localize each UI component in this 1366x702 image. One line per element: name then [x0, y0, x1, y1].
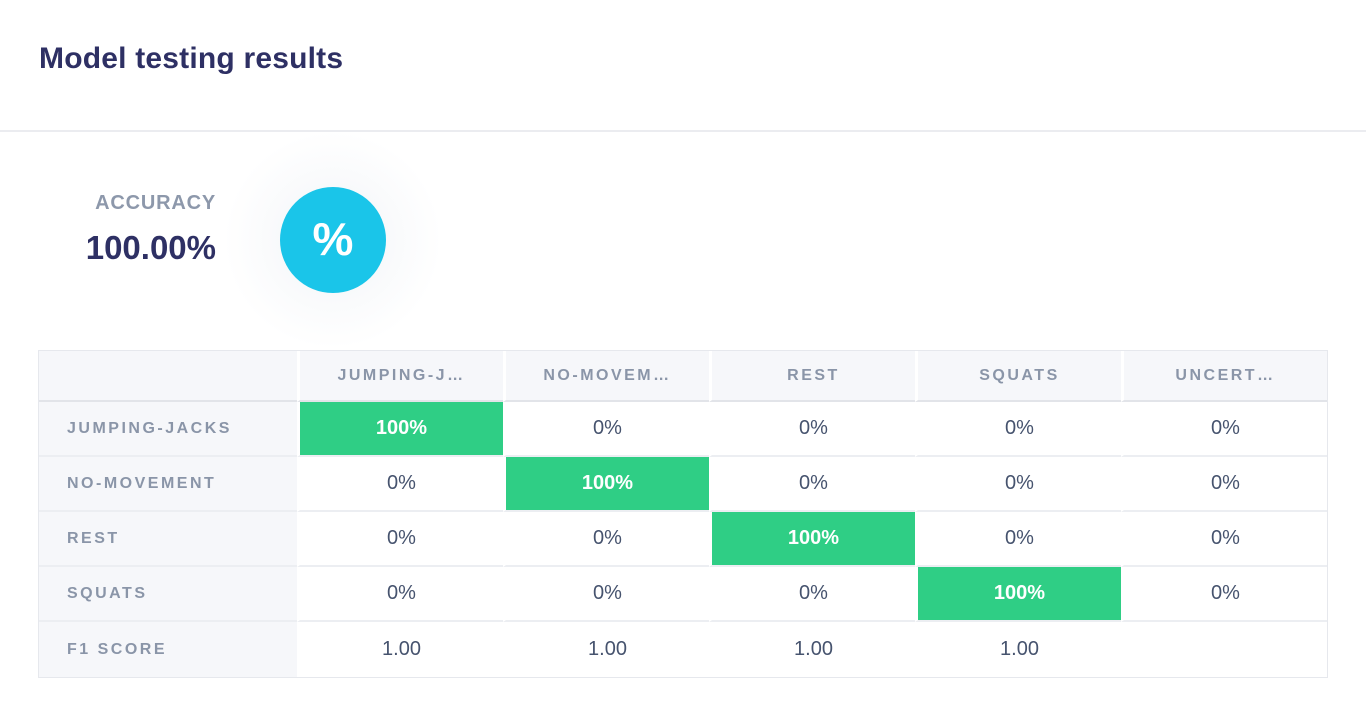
column-header-jumping-jacks: JUMPING-J… — [297, 351, 503, 402]
matrix-row-squats: SQUATS 0% 0% 0% 100% 0% — [39, 567, 1327, 622]
matrix-cell: 0% — [709, 567, 915, 622]
matrix-cell: 1.00 — [297, 622, 503, 677]
matrix-cell: 0% — [297, 457, 503, 512]
header-divider — [0, 130, 1366, 132]
accuracy-label: ACCURACY — [95, 192, 216, 214]
row-label: F1 SCORE — [39, 622, 297, 677]
matrix-corner-cell — [39, 351, 297, 402]
matrix-cell: 100% — [503, 457, 709, 512]
matrix-row-f1-score: F1 SCORE 1.00 1.00 1.00 1.00 — [39, 622, 1327, 677]
matrix-cell: 0% — [503, 567, 709, 622]
matrix-cell: 0% — [503, 512, 709, 567]
accuracy-metric: ACCURACY 100.00% — [38, 192, 216, 267]
matrix-cell: 0% — [915, 512, 1121, 567]
matrix-cell: 100% — [915, 567, 1121, 622]
matrix-header-row: JUMPING-J… NO-MOVEM… REST SQUATS UNCERT… — [39, 351, 1327, 402]
row-label: REST — [39, 512, 297, 567]
matrix-cell: 0% — [503, 402, 709, 457]
matrix-cell: 0% — [709, 457, 915, 512]
percent-icon: % — [280, 187, 386, 293]
matrix-cell: 1.00 — [915, 622, 1121, 677]
matrix-cell: 0% — [709, 402, 915, 457]
column-header-squats: SQUATS — [915, 351, 1121, 402]
column-header-rest: REST — [709, 351, 915, 402]
row-label: SQUATS — [39, 567, 297, 622]
matrix-cell: 0% — [915, 402, 1121, 457]
matrix-cell — [1121, 622, 1327, 677]
matrix-cell: 0% — [1121, 457, 1327, 512]
matrix-cell: 0% — [1121, 402, 1327, 457]
matrix-cell: 0% — [297, 567, 503, 622]
matrix-row-no-movement: NO-MOVEMENT 0% 100% 0% 0% 0% — [39, 457, 1327, 512]
matrix-cell: 100% — [297, 402, 503, 457]
matrix-cell: 100% — [709, 512, 915, 567]
column-header-no-movement: NO-MOVEM… — [503, 351, 709, 402]
matrix-row-rest: REST 0% 0% 100% 0% 0% — [39, 512, 1327, 567]
matrix-cell: 0% — [297, 512, 503, 567]
matrix-row-jumping-jacks: JUMPING-JACKS 100% 0% 0% 0% 0% — [39, 402, 1327, 457]
page-title: Model testing results — [39, 42, 344, 75]
matrix-cell: 0% — [1121, 567, 1327, 622]
column-header-uncertain: UNCERT… — [1121, 351, 1327, 402]
matrix-cell: 0% — [915, 457, 1121, 512]
row-label: JUMPING-JACKS — [39, 402, 297, 457]
matrix-cell: 0% — [1121, 512, 1327, 567]
matrix-cell: 1.00 — [503, 622, 709, 677]
confusion-matrix-table: JUMPING-J… NO-MOVEM… REST SQUATS UNCERT…… — [38, 350, 1328, 678]
confusion-matrix: JUMPING-J… NO-MOVEM… REST SQUATS UNCERT…… — [38, 350, 1328, 678]
accuracy-value: 100.00% — [85, 229, 216, 266]
percent-glyph: % — [312, 213, 354, 265]
matrix-cell: 1.00 — [709, 622, 915, 677]
row-label: NO-MOVEMENT — [39, 457, 297, 512]
